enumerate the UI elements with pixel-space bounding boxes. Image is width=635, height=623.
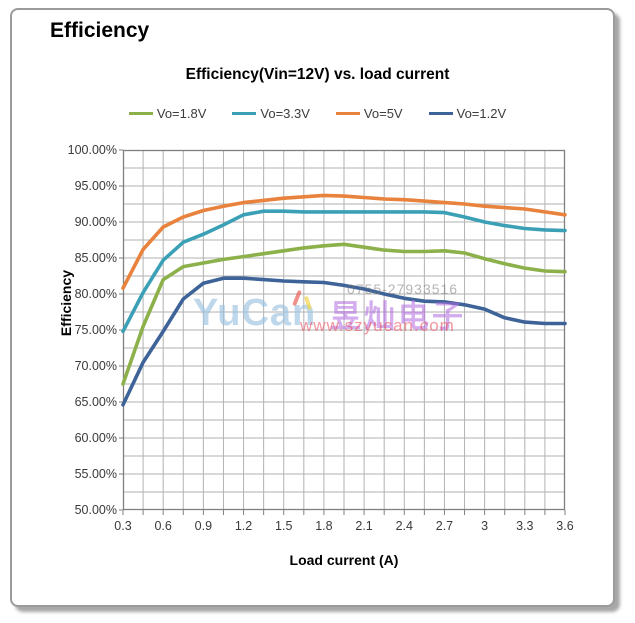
x-tick-label: 0.6 xyxy=(154,519,172,533)
legend-line-swatch xyxy=(232,112,257,115)
series-line-vo-1.8v xyxy=(121,242,567,386)
legend-item: Vo=1.2V xyxy=(428,106,507,121)
legend-item: Vo=5V xyxy=(335,106,403,121)
plot-area xyxy=(119,149,567,515)
x-tick-label: 2.7 xyxy=(435,519,454,533)
legend-line-swatch xyxy=(428,112,453,115)
x-tick-label: 3.3 xyxy=(516,519,534,533)
sparkle-icon xyxy=(291,288,317,316)
y-tick-label: 65.00% xyxy=(74,395,117,409)
series-line-vo-3.3v xyxy=(121,209,567,334)
y-tick-label: 70.00% xyxy=(74,359,117,373)
legend-item: Vo=3.3V xyxy=(232,106,310,121)
y-tick-label: 100.00% xyxy=(67,143,117,157)
x-tick-label: 1.5 xyxy=(275,519,293,533)
x-tick-label: 1.2 xyxy=(234,519,253,533)
x-tick-label: 2.4 xyxy=(395,519,413,533)
legend-label: Vo=1.2V xyxy=(456,106,507,121)
watermark-phone: 0755-27933516 xyxy=(347,281,459,297)
x-axis-title: Load current (A) xyxy=(289,552,399,568)
y-tick-label: 75.00% xyxy=(74,323,117,337)
y-tick-label: 90.00% xyxy=(74,215,117,229)
x-tick-label: 2.1 xyxy=(355,519,373,533)
series-line-vo-5v xyxy=(121,193,567,290)
y-tick-label: 55.00% xyxy=(74,467,117,481)
y-tick-label: 60.00% xyxy=(74,431,117,445)
x-tick-label: 1.8 xyxy=(315,519,333,533)
legend-label: Vo=3.3V xyxy=(260,106,310,121)
efficiency-line-chart xyxy=(119,149,567,515)
legend-label: Vo=1.8V xyxy=(156,106,207,121)
legend-item: Vo=1.8V xyxy=(128,106,207,121)
x-tick-label: 0.9 xyxy=(194,519,213,533)
y-tick-label: 85.00% xyxy=(74,251,117,265)
y-tick-label: 95.00% xyxy=(74,179,117,193)
y-axis-title: Efficiency xyxy=(58,269,74,337)
chart-legend: Vo=1.8V Vo=3.3V Vo=5V Vo=1.2V xyxy=(0,106,635,121)
legend-line-swatch xyxy=(335,112,360,115)
card-panel xyxy=(10,8,615,607)
watermark-company-name: 昱灿电子 xyxy=(330,299,466,334)
x-tick-label: 3 xyxy=(481,519,489,533)
y-tick-label: 80.00% xyxy=(74,287,117,301)
legend-line-swatch xyxy=(128,112,153,115)
x-tick-label: 3.6 xyxy=(556,519,574,533)
x-tick-label: 0.3 xyxy=(114,519,132,533)
watermark-url: www.szyucan.com xyxy=(300,316,455,335)
series-line-vo-1.2v xyxy=(121,276,567,407)
chart-title: Efficiency(Vin=12V) vs. load current xyxy=(185,66,450,83)
y-tick-label: 50.00% xyxy=(74,503,117,517)
page-title: Efficiency xyxy=(50,19,150,42)
legend-label: Vo=5V xyxy=(363,106,403,121)
